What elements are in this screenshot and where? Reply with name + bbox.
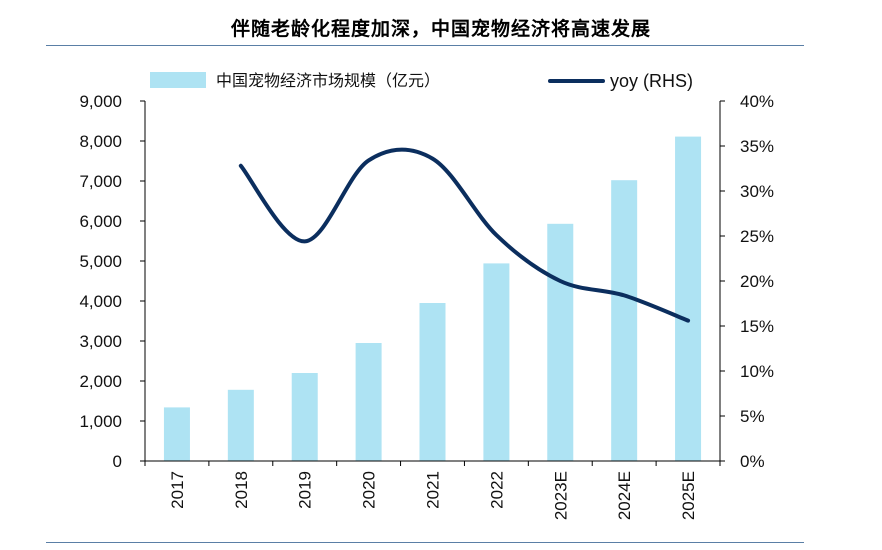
x-tick-label: 2023E xyxy=(551,471,570,520)
legend: 中国宠物经济市场规模（亿元） yoy (RHS) xyxy=(150,71,693,91)
bar-2021 xyxy=(419,303,446,461)
bar-2025E xyxy=(675,136,702,461)
x-tick-label: 2019 xyxy=(296,471,315,509)
y-right-tick-label: 5% xyxy=(740,407,765,426)
bar-2019 xyxy=(291,373,318,461)
x-tick-label: 2017 xyxy=(168,471,187,509)
x-tick-label: 2018 xyxy=(232,471,251,509)
y-right-tick-label: 35% xyxy=(740,137,774,156)
y-right-tick-label: 0% xyxy=(740,452,765,471)
y-right-tick-label: 20% xyxy=(740,272,774,291)
y-left-tick-label: 4,000 xyxy=(79,292,122,311)
y-left-tick-label: 6,000 xyxy=(79,212,122,231)
plot-area: 0 1,000 2,000 3,000 4,000 5,000 6,000 7,000 8,00… xyxy=(79,92,774,520)
y-left-tick-label: 9,000 xyxy=(79,92,122,111)
y-right-tick-label: 15% xyxy=(740,317,774,336)
legend-line-label: yoy (RHS) xyxy=(610,71,693,91)
y-right-tick-label: 10% xyxy=(740,362,774,381)
bar-2024E xyxy=(611,180,638,461)
bar-2018 xyxy=(227,389,254,461)
title-divider xyxy=(46,45,804,46)
y-left-tick-label: 7,000 xyxy=(79,172,122,191)
yoy-line xyxy=(238,147,691,323)
y-right-tick-label: 40% xyxy=(740,92,774,111)
y-right-tick-label: 25% xyxy=(740,227,774,246)
y-left-tick-label: 0 xyxy=(113,452,122,471)
y-right-tick-label: 30% xyxy=(740,182,774,201)
x-tick-label: 2021 xyxy=(424,471,443,509)
x-tick-label: 2025E xyxy=(679,471,698,520)
bar-2022 xyxy=(483,263,510,461)
x-tick-label: 2020 xyxy=(360,471,379,509)
footer-divider xyxy=(46,542,804,543)
x-tick-label: 2024E xyxy=(615,471,634,520)
x-tick-label: 2022 xyxy=(487,471,506,509)
legend-bar-swatch xyxy=(150,72,206,88)
y-left-tick-label: 1,000 xyxy=(79,412,122,431)
bar-2023E xyxy=(547,223,574,461)
chart-title: 伴随老龄化程度加深，中国宠物经济将高速发展 xyxy=(230,18,651,40)
bar-2017 xyxy=(163,407,190,461)
y-left-tick-label: 8,000 xyxy=(79,132,122,151)
y-left-tick-label: 3,000 xyxy=(79,332,122,351)
y-left-tick-label: 2,000 xyxy=(79,372,122,391)
bar-2020 xyxy=(355,343,382,461)
legend-bar-label: 中国宠物经济市场规模（亿元） xyxy=(216,71,440,90)
y-left-tick-label: 5,000 xyxy=(79,252,122,271)
